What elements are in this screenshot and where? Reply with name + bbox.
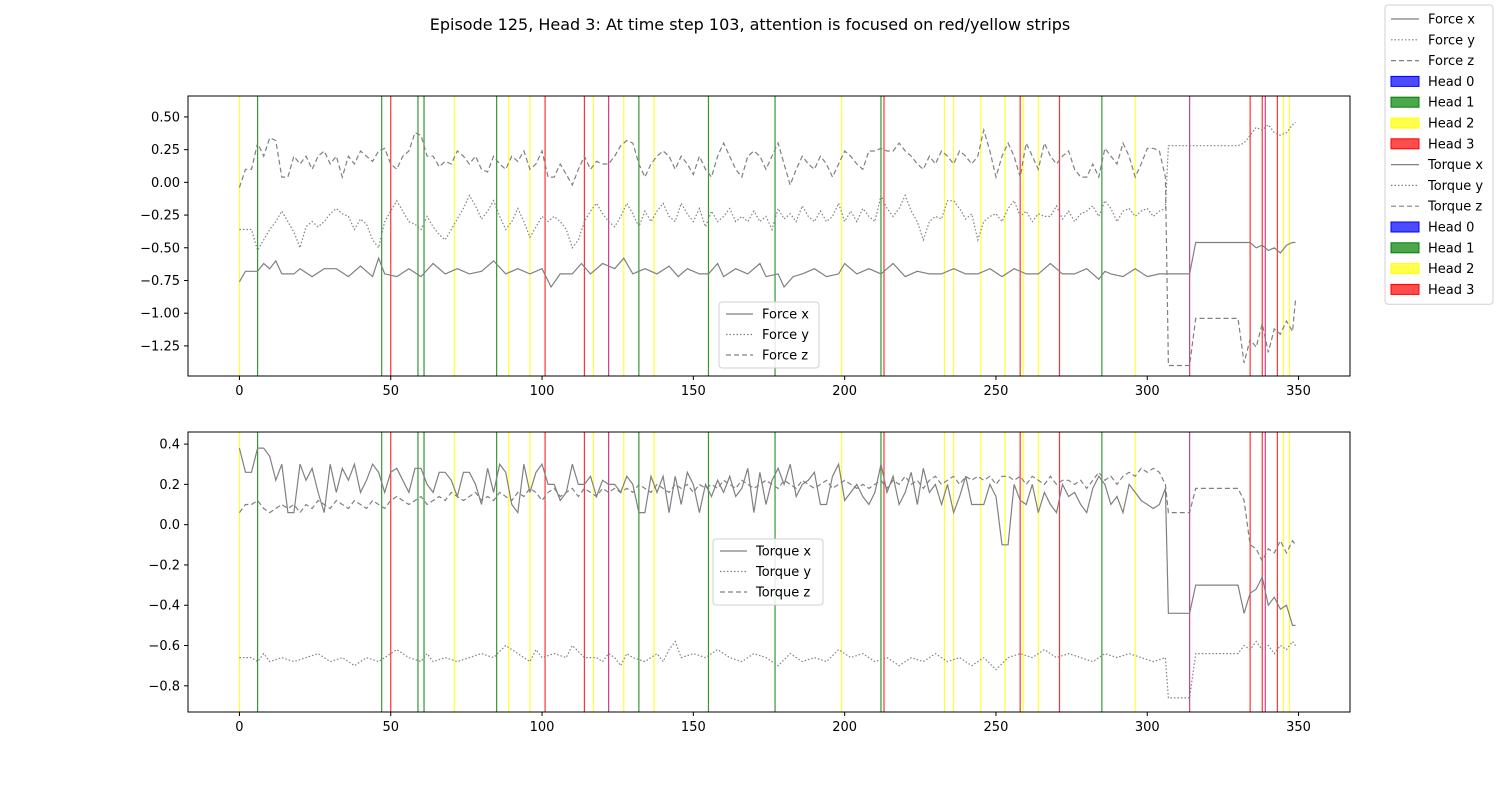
x-tick-label: 0 [235, 720, 243, 735]
x-tick-label: 250 [984, 384, 1009, 399]
figure-legend-patch [1390, 283, 1420, 295]
x-tick-label: 100 [530, 384, 555, 399]
figure-legend-patch [1390, 138, 1420, 150]
figure-legend-label: Torque y [1427, 179, 1483, 194]
y-tick-label: −0.4 [148, 599, 180, 614]
figure-legend-label: Force y [1428, 33, 1475, 48]
figure-legend-label: Head 0 [1428, 221, 1474, 236]
legend-label: Force x [762, 308, 809, 323]
legend-label: Torque y [755, 565, 811, 580]
series-torque-z [238, 467, 1296, 563]
legend-label: Force z [762, 349, 808, 364]
figure-legend-patch [1390, 242, 1420, 254]
x-tick-label: 350 [1286, 720, 1311, 735]
y-tick-label: −0.2 [148, 558, 180, 573]
series-force-z [238, 127, 1297, 367]
legend-label: Force y [762, 328, 809, 343]
figure-legend-label: Head 1 [1428, 241, 1474, 256]
figure-legend-patch [1390, 75, 1420, 87]
x-tick-label: 150 [681, 384, 706, 399]
y-tick-label: −1.00 [140, 307, 180, 322]
y-tick-label: 0.2 [159, 478, 180, 493]
y-tick-label: −0.75 [140, 274, 180, 289]
series-force-x [238, 241, 1296, 289]
series-force-y [239, 121, 1296, 252]
force-legend: Force x Force y Force z [718, 301, 820, 369]
y-tick-label: 0.4 [159, 438, 180, 453]
legend-label: Torque x [755, 545, 811, 560]
torque-legend: Torque x Torque y Torque z [712, 538, 824, 606]
x-tick-label: 150 [681, 720, 706, 735]
y-tick-label: −0.25 [140, 209, 180, 224]
figure-legend-label: Head 2 [1428, 262, 1474, 277]
plot-area [238, 96, 1297, 376]
axes-frame [187, 95, 1351, 377]
figure-legend-patch [1390, 221, 1420, 233]
figure-legend-patch [1390, 117, 1420, 129]
figure-legend: Force x Force y Force z Head 0 Head 1 Head 2 H… [1384, 4, 1494, 305]
figure-legend-label: Torque z [1427, 200, 1482, 215]
x-tick-label: 300 [1135, 720, 1160, 735]
x-tick-label: 350 [1286, 384, 1311, 399]
figure-legend-label: Head 2 [1428, 117, 1474, 132]
figure-legend-patch [1390, 96, 1420, 108]
figure-legend-label: Head 3 [1428, 137, 1474, 152]
figure-legend-label: Force x [1428, 13, 1475, 28]
figure-legend-label: Force z [1428, 54, 1474, 69]
y-tick-label: −0.50 [140, 241, 180, 256]
legend-box [712, 538, 824, 606]
torque-axes: 0 50 100 150 200 250 300 350 0.4 0.2 0.0 −0.2 −0.4 −0… [148, 431, 1351, 735]
figure-legend-label: Head 0 [1428, 75, 1474, 90]
figure-legend-label: Torque x [1427, 158, 1483, 173]
x-tick-label: 200 [832, 384, 857, 399]
legend-box [718, 301, 820, 369]
legend-label: Torque z [755, 586, 810, 601]
y-tick-label: 0.0 [159, 518, 180, 533]
figure-legend-label: Head 1 [1428, 96, 1474, 111]
x-tick-label: 50 [382, 720, 399, 735]
x-tick-label: 200 [832, 720, 857, 735]
y-tick-label: 0.00 [151, 176, 180, 191]
y-tick-label: 0.50 [151, 110, 180, 125]
axes-frame [187, 431, 1351, 713]
figure-legend-label: Head 3 [1428, 283, 1474, 298]
y-tick-label: −0.6 [148, 639, 180, 654]
figure-legend-box [1384, 4, 1494, 305]
plot-area [238, 432, 1296, 712]
series-torque-x [238, 447, 1296, 626]
force-axes: 0 50 100 150 200 250 300 350 0.50 0.25 0.00 −0.25 −0… [140, 95, 1351, 399]
x-tick-label: 50 [382, 384, 399, 399]
y-tick-label: −0.8 [148, 679, 180, 694]
y-tick-label: −1.25 [140, 339, 180, 354]
x-tick-label: 300 [1135, 384, 1160, 399]
x-tick-label: 250 [984, 720, 1009, 735]
figure-title: Episode 125, Head 3: At time step 103, a… [430, 15, 1071, 34]
x-tick-label: 0 [235, 384, 243, 399]
x-tick-label: 100 [530, 720, 555, 735]
y-tick-label: 0.25 [151, 143, 180, 158]
figure-legend-patch [1390, 263, 1420, 275]
